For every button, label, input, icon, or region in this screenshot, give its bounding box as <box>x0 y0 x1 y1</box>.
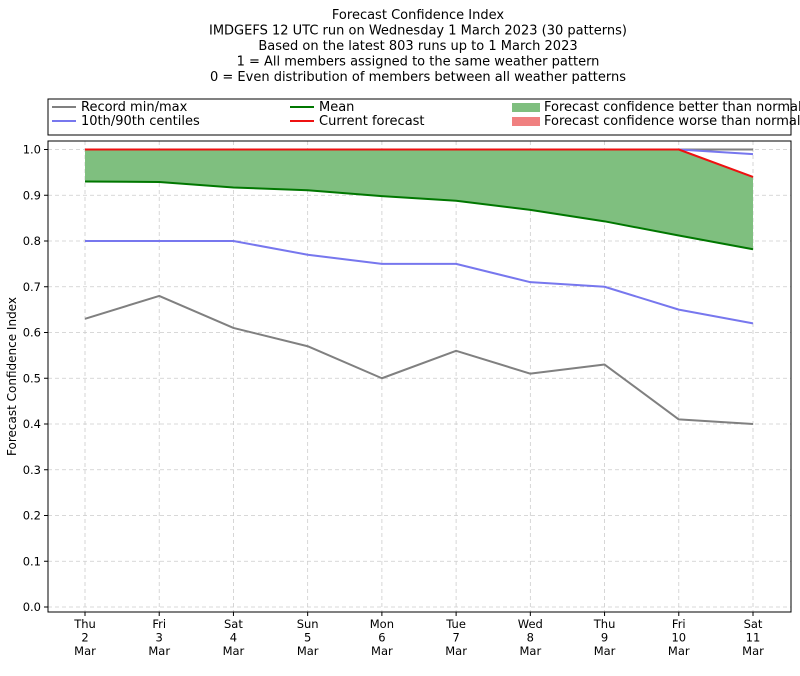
x-tick-label: Mon <box>370 617 394 631</box>
series-line-record-min <box>84 294 754 425</box>
series-lines <box>84 148 754 425</box>
x-tick-label: Thu <box>73 617 96 631</box>
plot-frame <box>47 140 792 613</box>
x-tick-label: 11 <box>746 631 761 645</box>
y-tick-label: 0.8 <box>23 234 41 248</box>
x-tick-label: Mar <box>668 644 690 658</box>
title-line: 0 = Even distribution of members between… <box>210 70 626 85</box>
x-tick-label: Sun <box>297 617 319 631</box>
x-tick-label: Wed <box>518 617 543 631</box>
x-tick-label: 9 <box>601 631 608 645</box>
x-tick-label: Fri <box>672 617 686 631</box>
fill-better-than-normal <box>85 149 753 250</box>
x-tick-label: 6 <box>378 631 385 645</box>
legend-label: Forecast confidence worse than normal <box>544 114 800 129</box>
y-tick-label: 0.9 <box>23 188 41 202</box>
legend-box <box>47 98 792 136</box>
x-tick-label: Mar <box>297 644 319 658</box>
x-tick-label: Mar <box>223 644 245 658</box>
y-tick-label: 0.4 <box>23 417 41 431</box>
x-tick-label: Fri <box>152 617 166 631</box>
x-tick-label: Mar <box>742 644 764 658</box>
x-tick-label: Mar <box>594 644 616 658</box>
y-tick-label: 0.7 <box>23 280 41 294</box>
legend-label: 10th/90th centiles <box>81 114 200 129</box>
legend-label: Record min/max <box>81 100 188 115</box>
legend-label: Mean <box>319 100 354 115</box>
title-line: Based on the latest 803 runs up to 1 Mar… <box>258 39 577 54</box>
x-tick-label: Mar <box>148 644 170 658</box>
legend-label: Forecast confidence better than normal <box>544 100 800 115</box>
x-tick-label: Sat <box>224 617 243 631</box>
y-tick-label: 1.0 <box>23 143 41 157</box>
confidence-fill <box>85 149 753 250</box>
title-line: 1 = All members assigned to the same wea… <box>237 55 600 70</box>
x-tick-label: 10 <box>671 631 686 645</box>
title-line: Forecast Confidence Index <box>332 8 504 23</box>
y-tick-label: 0.6 <box>23 326 41 340</box>
legend-swatch <box>512 117 540 126</box>
y-tick-label: 0.3 <box>23 463 41 477</box>
x-tick-label: Mar <box>74 644 96 658</box>
x-tick-label: Thu <box>593 617 616 631</box>
x-tick-label: Mar <box>519 644 541 658</box>
title-line: IMDGEFS 12 UTC run on Wednesday 1 March … <box>209 24 627 39</box>
x-tick-label: 3 <box>156 631 163 645</box>
x-tick-label: Tue <box>445 617 466 631</box>
x-tick-label: 2 <box>81 631 88 645</box>
y-tick-label: 0.0 <box>23 600 41 614</box>
series-line-mean <box>84 180 754 251</box>
x-tick-label: Sat <box>744 617 763 631</box>
x-tick-label: 4 <box>230 631 237 645</box>
x-tick-label: Mar <box>371 644 393 658</box>
axes: 0.00.10.20.30.40.50.60.70.80.91.0Thu2Mar… <box>5 140 792 658</box>
legend-label: Current forecast <box>319 114 425 129</box>
x-tick-label: Mar <box>445 644 467 658</box>
x-tick-label: 8 <box>527 631 534 645</box>
y-tick-label: 0.5 <box>23 371 41 385</box>
series-line-p10 <box>85 240 754 325</box>
x-tick-label: 7 <box>452 631 459 645</box>
legend-swatch <box>512 103 540 112</box>
y-tick-label: 0.2 <box>23 509 41 523</box>
x-tick-label: 5 <box>304 631 311 645</box>
y-axis-label: Forecast Confidence Index <box>5 297 19 456</box>
y-tick-label: 0.1 <box>23 554 41 568</box>
series-line-current <box>85 148 754 178</box>
